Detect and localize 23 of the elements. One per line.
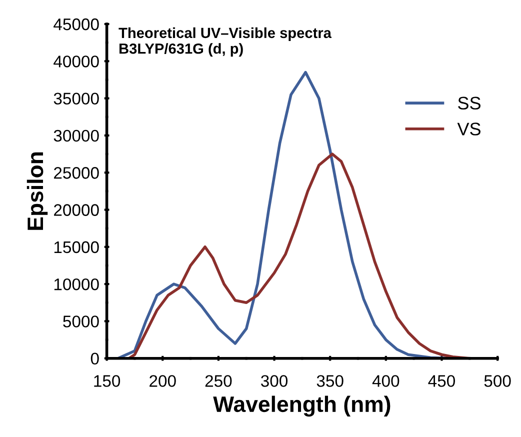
y-axis-title: Epsilon	[26, 152, 48, 230]
x-tick-label: 500	[484, 375, 511, 387]
y-tick-label: 0	[90, 352, 99, 365]
text: Theoretical UV–Visible spectra B3LYP/631G (d, p)	[118, 27, 332, 57]
y-tick-label: 20000	[54, 204, 99, 216]
y-tick-label: 25000	[54, 167, 99, 179]
x-tick-label: 200	[150, 375, 176, 387]
y-tick-label: 30000	[54, 130, 99, 142]
y-tick-label: 10000	[54, 278, 99, 290]
y-tick-label: 15000	[54, 241, 99, 254]
y-tick-label: 45000	[54, 18, 99, 30]
legend-label: VS	[457, 122, 480, 136]
x-tick-label: 150	[94, 375, 120, 387]
x-tick-label: 450	[428, 375, 455, 387]
x-tick-label: 250	[205, 375, 232, 387]
x-tick-label: 300	[261, 375, 288, 387]
x-tick-label: 350	[316, 375, 344, 387]
legend-label: SS	[458, 96, 480, 110]
y-tick-label: 40000	[54, 56, 99, 68]
y-tick-label: 5000	[63, 316, 99, 328]
x-axis-title: Wavelength (nm)	[213, 396, 390, 417]
y-tick-label: 35000	[54, 92, 99, 105]
x-tick-label: 400	[372, 375, 400, 387]
